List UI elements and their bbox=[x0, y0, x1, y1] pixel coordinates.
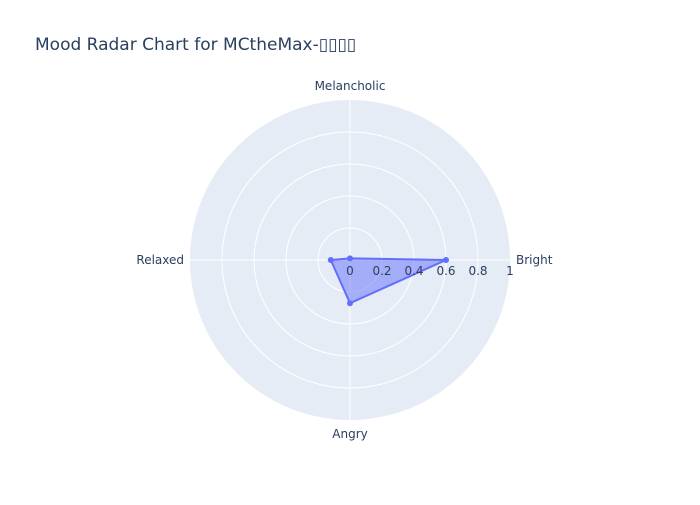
radial-tick-label: 0.2 bbox=[372, 264, 391, 278]
radial-tick-label: 1 bbox=[506, 264, 514, 278]
radial-tick-label: 0.6 bbox=[436, 264, 455, 278]
data-point-angry bbox=[347, 300, 353, 307]
category-label-angry: Angry bbox=[332, 427, 367, 441]
chart-title: Mood Radar Chart for MCtheMax-▯▯▯▯ bbox=[35, 35, 356, 55]
data-point-relaxed bbox=[327, 257, 334, 263]
radial-tick-label: 0 bbox=[346, 264, 354, 278]
category-label-relaxed: Relaxed bbox=[136, 253, 184, 267]
data-point-bright bbox=[443, 257, 449, 263]
radial-tick-label: 0.4 bbox=[404, 264, 423, 278]
category-label-bright: Bright bbox=[516, 253, 553, 267]
radial-tick-label: 0.8 bbox=[468, 264, 487, 278]
category-label-melancholic: Melancholic bbox=[315, 79, 386, 93]
data-point-melancholic bbox=[347, 255, 353, 262]
